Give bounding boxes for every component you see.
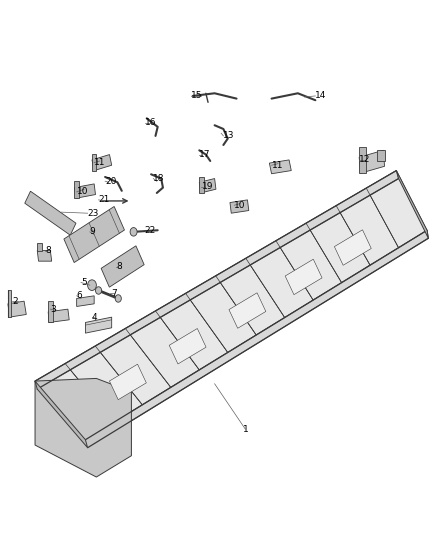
Polygon shape: [169, 328, 206, 364]
Polygon shape: [37, 251, 52, 261]
Text: 14: 14: [315, 92, 327, 100]
Polygon shape: [186, 276, 256, 352]
Polygon shape: [334, 230, 371, 265]
Text: 8: 8: [45, 246, 51, 255]
Text: 9: 9: [90, 228, 95, 236]
Polygon shape: [199, 179, 216, 193]
Polygon shape: [95, 328, 171, 405]
Text: 1: 1: [243, 425, 249, 433]
Text: 16: 16: [145, 118, 156, 127]
Polygon shape: [8, 290, 11, 317]
Text: 5: 5: [81, 278, 87, 287]
Polygon shape: [285, 259, 322, 295]
Text: 10: 10: [234, 201, 246, 209]
Text: 4: 4: [92, 313, 98, 321]
Polygon shape: [65, 346, 142, 422]
Text: 12: 12: [359, 156, 371, 164]
Text: 19: 19: [201, 182, 213, 191]
Polygon shape: [35, 381, 88, 448]
Polygon shape: [377, 150, 385, 161]
Polygon shape: [64, 206, 124, 263]
Polygon shape: [336, 188, 399, 265]
Polygon shape: [246, 241, 313, 318]
Polygon shape: [92, 154, 96, 171]
Polygon shape: [125, 311, 199, 387]
Text: 8: 8: [116, 262, 122, 271]
Text: 2: 2: [12, 297, 18, 305]
Polygon shape: [110, 364, 146, 400]
Text: 20: 20: [105, 177, 117, 185]
Polygon shape: [48, 301, 53, 322]
Text: 7: 7: [112, 289, 117, 297]
Text: 22: 22: [145, 227, 156, 235]
Polygon shape: [230, 200, 249, 213]
Polygon shape: [48, 309, 69, 322]
Text: 10: 10: [77, 188, 88, 196]
Polygon shape: [74, 184, 95, 198]
Circle shape: [130, 228, 137, 236]
Polygon shape: [229, 293, 266, 328]
Polygon shape: [199, 177, 204, 193]
Text: 23: 23: [88, 209, 99, 217]
Polygon shape: [85, 230, 428, 448]
Polygon shape: [269, 160, 291, 174]
Polygon shape: [74, 181, 79, 198]
Polygon shape: [306, 206, 370, 282]
Text: 18: 18: [153, 174, 165, 183]
Circle shape: [88, 280, 96, 290]
Text: 6: 6: [77, 292, 82, 300]
Text: 13: 13: [223, 132, 235, 140]
Polygon shape: [359, 150, 385, 173]
Text: 3: 3: [50, 305, 56, 313]
Polygon shape: [396, 171, 428, 238]
Polygon shape: [216, 259, 285, 335]
Text: 21: 21: [99, 196, 110, 204]
Polygon shape: [35, 378, 131, 477]
Circle shape: [95, 287, 102, 294]
Polygon shape: [25, 191, 76, 235]
Polygon shape: [77, 296, 94, 306]
Polygon shape: [101, 246, 144, 287]
Polygon shape: [85, 317, 112, 333]
Text: 17: 17: [199, 150, 211, 159]
Text: 11: 11: [94, 158, 106, 167]
Polygon shape: [155, 293, 228, 370]
Text: 15: 15: [191, 92, 202, 100]
Text: 11: 11: [272, 161, 283, 169]
Polygon shape: [92, 155, 112, 171]
Polygon shape: [37, 243, 42, 251]
Polygon shape: [8, 301, 26, 317]
Polygon shape: [35, 171, 399, 389]
Polygon shape: [35, 364, 114, 440]
Polygon shape: [366, 171, 427, 248]
Polygon shape: [359, 147, 366, 173]
Polygon shape: [276, 223, 342, 300]
Circle shape: [115, 295, 121, 302]
